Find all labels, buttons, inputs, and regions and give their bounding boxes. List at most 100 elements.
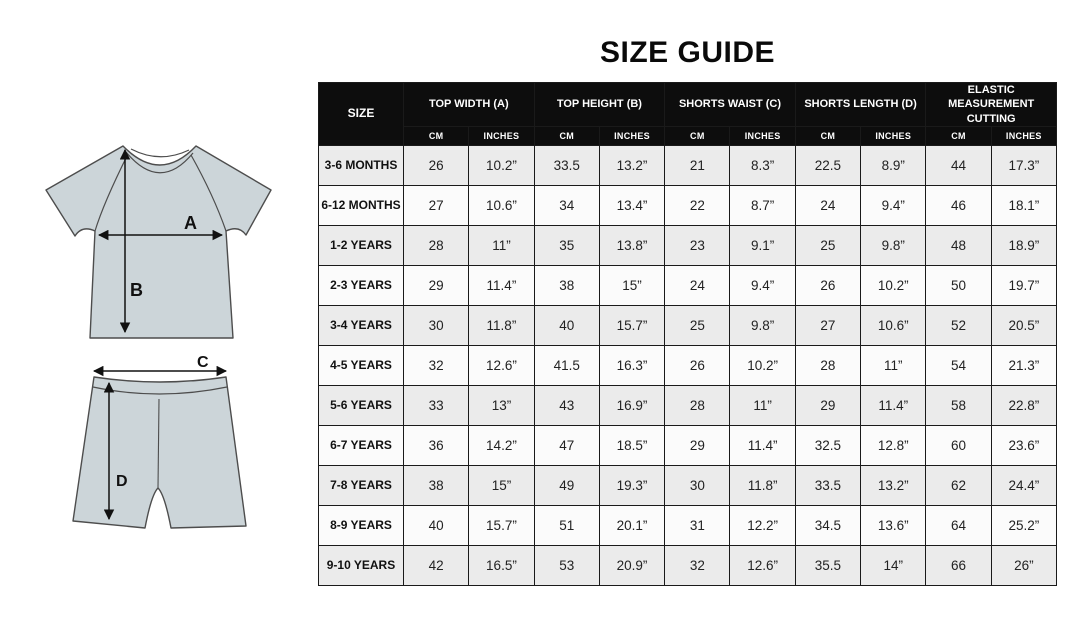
measurement-cell: 35: [533, 224, 600, 266]
measurement-cell: 32.5: [794, 424, 862, 466]
measurement-cell: 24: [664, 264, 731, 306]
measurement-cell: 47: [533, 424, 600, 466]
shorts-waist-label: C: [197, 356, 209, 371]
measurement-cell: 25.2”: [990, 504, 1058, 546]
measurement-cell: 29: [402, 264, 470, 306]
unit-header: CM: [664, 125, 731, 146]
measurement-cell: 9.8”: [860, 224, 927, 266]
measurement-cell: 11”: [860, 344, 927, 386]
measurement-cell: 20.9”: [598, 544, 666, 586]
measurement-cell: 19.3”: [598, 464, 666, 506]
table-row: 2-3 YEARS 29 11.4” 38 15” 24 9.4” 26 10.2” 50 19.7…: [318, 264, 1058, 306]
measurement-cell: 10.2”: [860, 264, 927, 306]
column-header-shorts-waist: SHORTS WAIST (C): [664, 82, 796, 127]
measurement-cell: 60: [925, 424, 992, 466]
measurement-cell: 33: [402, 384, 470, 426]
unit-header: INCHES: [990, 125, 1058, 146]
measurement-cell: 28: [402, 224, 470, 266]
measurement-cell: 34: [533, 184, 600, 226]
table-row: 5-6 YEARS 33 13” 43 16.9” 28 11” 29 11.4” 58 22.8”: [318, 384, 1058, 426]
unit-header: CM: [402, 125, 470, 146]
table-row: 9-10 YEARS 42 16.5” 53 20.9” 32 12.6” 35.5 14” 66…: [318, 544, 1058, 586]
measurement-cell: 13.2”: [598, 144, 666, 186]
size-label: 2-3 YEARS: [318, 264, 404, 306]
measurement-cell: 26: [402, 144, 470, 186]
measurement-cell: 13”: [468, 384, 535, 426]
measurement-cell: 20.1”: [598, 504, 666, 546]
table-row: 3-4 YEARS 30 11.8” 40 15.7” 25 9.8” 27 10.6” 52 20…: [318, 304, 1058, 346]
measurement-cell: 13.2”: [860, 464, 927, 506]
measurement-cell: 22: [664, 184, 731, 226]
table-row: 8-9 YEARS 40 15.7” 51 20.1” 31 12.2” 34.5 13.6” 6…: [318, 504, 1058, 546]
measurement-cell: 10.2”: [468, 144, 535, 186]
measurement-cell: 11.8”: [729, 464, 796, 506]
measurement-cell: 11”: [729, 384, 796, 426]
unit-header: CM: [925, 125, 992, 146]
shorts-body-shape: [72, 376, 247, 529]
measurement-cell: 9.4”: [729, 264, 796, 306]
tshirt-inner-collar-line: [125, 151, 194, 174]
measurement-cell: 24: [794, 184, 862, 226]
measurement-cell: 21: [664, 144, 731, 186]
size-label: 1-2 YEARS: [318, 224, 404, 266]
measurement-cell: 11.4”: [860, 384, 927, 426]
measurement-cell: 33.5: [794, 464, 862, 506]
measurement-cell: 62: [925, 464, 992, 506]
unit-header: INCHES: [860, 125, 927, 146]
measurement-cell: 31: [664, 504, 731, 546]
measurement-cell: 26”: [990, 544, 1058, 586]
measurement-cell: 22.8”: [990, 384, 1058, 426]
column-header-top-height: TOP HEIGHT (B): [533, 82, 666, 127]
size-guide-table: SIZE TOP WIDTH (A) TOP HEIGHT (B) SHORTS…: [318, 82, 1058, 586]
measurement-cell: 24.4”: [990, 464, 1058, 506]
shorts-center-seam: [157, 398, 160, 489]
measurement-cell: 13.6”: [860, 504, 927, 546]
measurement-cell: 43: [533, 384, 600, 426]
measurement-cell: 16.9”: [598, 384, 666, 426]
measurement-cell: 15”: [468, 464, 535, 506]
measurement-cell: 48: [925, 224, 992, 266]
measurement-cell: 12.6”: [468, 344, 535, 386]
size-label: 9-10 YEARS: [318, 544, 404, 586]
unit-header: INCHES: [598, 125, 666, 146]
table-row: 7-8 YEARS 38 15” 49 19.3” 30 11.8” 33.5 13.2” 62 2…: [318, 464, 1058, 506]
tshirt-back-collar-line: [130, 148, 190, 158]
column-header-top-width: TOP WIDTH (A): [403, 82, 535, 127]
table-row: 6-7 YEARS 36 14.2” 47 18.5” 29 11.4” 32.5 12.8” 6…: [318, 424, 1058, 466]
size-label: 6-12 MONTHS: [318, 184, 404, 226]
measurement-cell: 25: [664, 304, 731, 346]
measurement-cell: 40: [533, 304, 600, 346]
table-row: 4-5 YEARS 32 12.6” 41.5 16.3” 26 10.2” 28 11” 54 2…: [318, 344, 1058, 386]
measurement-cell: 18.1”: [990, 184, 1058, 226]
shorts-length-label: D: [116, 473, 128, 490]
measurement-cell: 51: [533, 504, 600, 546]
measurement-cell: 12.6”: [729, 544, 796, 586]
measurement-cell: 36: [402, 424, 470, 466]
measurement-cell: 29: [664, 424, 731, 466]
measurement-cell: 20.5”: [990, 304, 1058, 346]
measurement-cell: 22.5: [794, 144, 862, 186]
measurement-cell: 17.3”: [990, 144, 1058, 186]
measurement-cell: 27: [794, 304, 862, 346]
size-label: 3-6 MONTHS: [318, 144, 404, 186]
size-label: 5-6 YEARS: [318, 384, 404, 426]
measurement-cell: 13.8”: [598, 224, 666, 266]
measurement-cell: 28: [794, 344, 862, 386]
measurement-cell: 27: [402, 184, 470, 226]
measurement-cell: 9.1”: [729, 224, 796, 266]
measurement-cell: 64: [925, 504, 992, 546]
measurement-cell: 9.8”: [729, 304, 796, 346]
measurement-cell: 12.2”: [729, 504, 796, 546]
measurement-cell: 58: [925, 384, 992, 426]
measurement-cell: 9.4”: [860, 184, 927, 226]
measurement-cell: 11”: [468, 224, 535, 266]
measurement-cell: 16.5”: [468, 544, 535, 586]
measurement-cell: 11.4”: [729, 424, 796, 466]
size-label: 7-8 YEARS: [318, 464, 404, 506]
measurement-cell: 34.5: [794, 504, 862, 546]
measurement-cell: 42: [402, 544, 470, 586]
unit-header: CM: [794, 125, 862, 146]
measurement-cell: 18.9”: [990, 224, 1058, 266]
measurement-cell: 33.5: [533, 144, 600, 186]
